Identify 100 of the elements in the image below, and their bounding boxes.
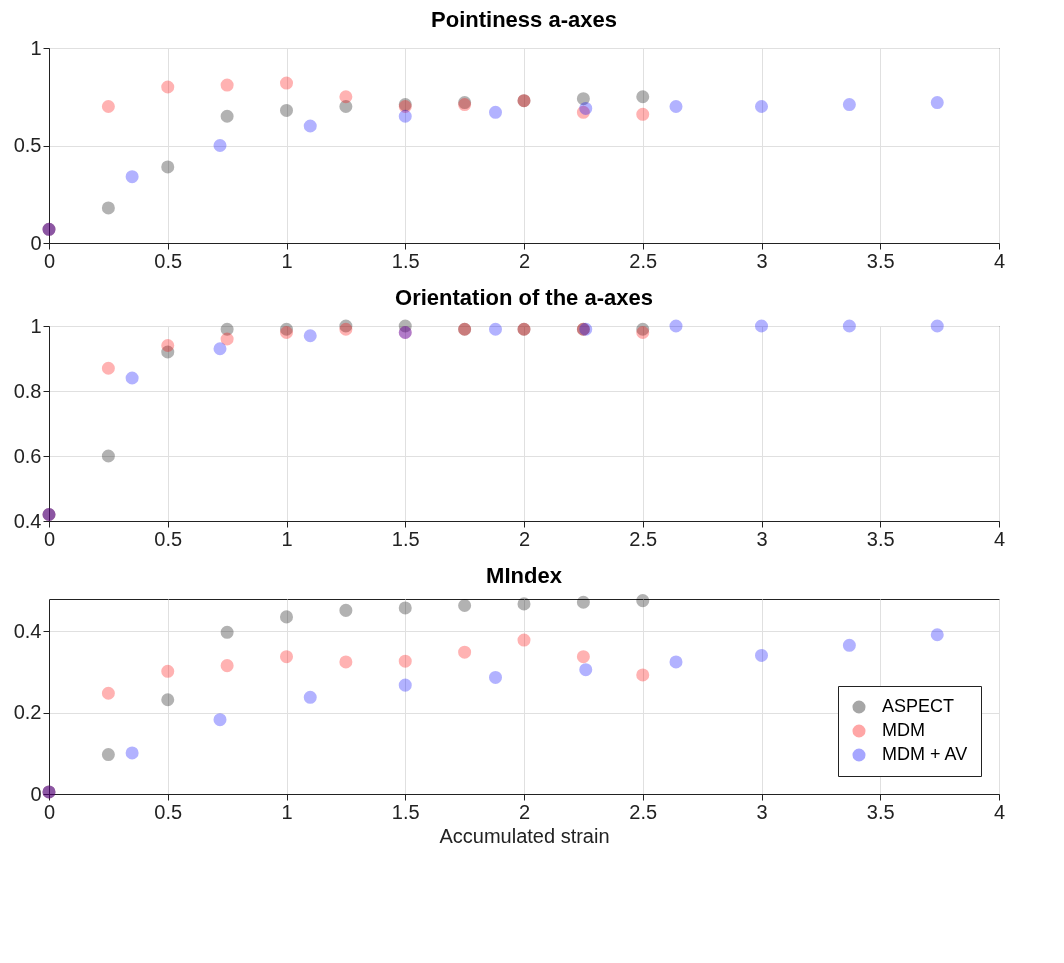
- point: [303, 329, 317, 343]
- point: [669, 319, 683, 333]
- y-tick-label: 0.6: [13, 444, 42, 467]
- point: [398, 678, 412, 692]
- x-tick-label: 1.5: [391, 249, 420, 272]
- point: [669, 99, 683, 114]
- point: [930, 319, 944, 333]
- point: [339, 90, 353, 104]
- legend-label: MDM + AV: [882, 744, 968, 764]
- point: [161, 338, 175, 353]
- point: [636, 594, 650, 608]
- x-tick-label: 1.5: [391, 800, 420, 823]
- point: [754, 319, 769, 333]
- point: [279, 610, 294, 624]
- point: [517, 597, 531, 611]
- point: [398, 654, 412, 668]
- point: [636, 668, 650, 682]
- point: [398, 109, 412, 123]
- point: [576, 595, 590, 609]
- x-tick-label: 3: [756, 249, 768, 272]
- y-tick-label: 0: [30, 231, 42, 254]
- x-axis-title: Accumulated strain: [439, 824, 610, 847]
- point: [220, 78, 234, 92]
- point: [842, 638, 856, 652]
- point: [636, 107, 650, 121]
- chart-title: Orientation of the a-axes: [395, 285, 653, 310]
- x-tick-label: 0.5: [154, 249, 183, 272]
- point: [101, 449, 115, 463]
- x-tick-label: 3.5: [866, 249, 895, 272]
- point: [669, 655, 683, 669]
- chart-title: Pointiness a-axes: [431, 7, 617, 32]
- x-tick-label: 4: [993, 249, 1006, 272]
- point: [279, 650, 294, 664]
- x-tick-label: 1: [281, 800, 293, 823]
- y-tick-label: 0.4: [13, 620, 42, 642]
- point: [398, 601, 412, 615]
- x-tick-label: 3: [756, 800, 768, 823]
- x-tick-label: 1: [281, 527, 293, 550]
- point: [303, 690, 317, 704]
- point: [517, 633, 531, 647]
- x-tick-label: 3.5: [866, 800, 895, 823]
- point: [101, 201, 115, 215]
- point: [579, 663, 593, 677]
- point: [101, 361, 115, 375]
- point: [220, 332, 234, 346]
- point: [279, 76, 294, 90]
- x-tick-label: 0.5: [154, 527, 183, 550]
- point: [125, 371, 139, 385]
- y-tick-label: 1: [30, 314, 42, 337]
- point: [125, 746, 139, 760]
- x-tick-label: 2.5: [629, 249, 658, 272]
- point: [488, 670, 503, 684]
- x-tick-label: 0.5: [154, 800, 183, 823]
- y-tick-label: 0.4: [13, 509, 42, 532]
- point: [161, 80, 175, 94]
- point: [220, 625, 234, 639]
- x-tick-label: 1.5: [391, 527, 420, 550]
- x-tick-label: 2.5: [629, 527, 658, 550]
- point: [488, 322, 503, 336]
- point: [220, 659, 234, 673]
- point: [842, 319, 856, 333]
- x-tick-label: 4: [993, 800, 1006, 823]
- y-tick-label: 0.5: [13, 134, 42, 156]
- legend-label: ASPECT: [882, 696, 955, 716]
- point: [636, 90, 650, 104]
- point: [930, 628, 944, 642]
- point: [213, 342, 227, 356]
- x-tick-label: 3: [756, 527, 768, 550]
- y-tick-label: 0: [30, 782, 42, 805]
- point: [279, 325, 294, 340]
- x-tick-label: 1: [281, 249, 293, 272]
- point: [488, 105, 503, 119]
- point: [161, 693, 175, 707]
- point: [339, 603, 353, 617]
- x-tick-label: 2.5: [629, 800, 658, 823]
- point: [101, 748, 115, 762]
- x-tick-label: 2: [518, 800, 531, 823]
- y-tick-label: 0.8: [13, 379, 42, 402]
- point: [576, 650, 590, 664]
- point: [339, 655, 353, 669]
- point: [213, 713, 227, 727]
- point: [303, 119, 317, 133]
- point: [213, 138, 227, 153]
- chart-title: MIndex: [486, 563, 563, 589]
- legend-label: MDM: [882, 720, 925, 740]
- y-tick-label: 1: [30, 36, 42, 59]
- point: [458, 645, 472, 659]
- point: [101, 686, 115, 700]
- point: [279, 103, 294, 117]
- point: [636, 325, 650, 340]
- x-tick-label: 2: [518, 527, 531, 550]
- point: [161, 160, 175, 174]
- x-tick-label: 2: [518, 249, 531, 272]
- point: [458, 598, 472, 613]
- point: [754, 99, 769, 114]
- point: [161, 664, 175, 678]
- point: [754, 648, 769, 662]
- point: [930, 96, 944, 110]
- point: [579, 101, 593, 115]
- point: [101, 99, 115, 114]
